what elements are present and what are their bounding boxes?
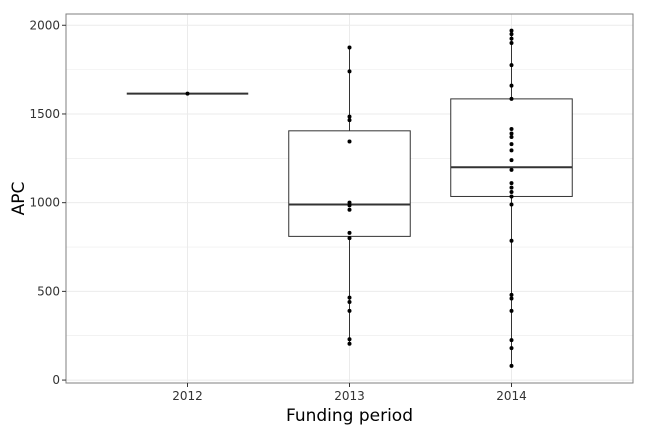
data-point xyxy=(347,295,352,300)
y-axis-title: APC xyxy=(9,182,29,216)
data-point xyxy=(509,142,514,147)
x-tick-label: 2013 xyxy=(334,389,365,403)
data-point xyxy=(347,308,352,313)
data-point xyxy=(509,190,514,195)
data-point xyxy=(347,118,352,123)
y-tick-label: 1000 xyxy=(29,196,60,210)
data-point xyxy=(347,230,352,235)
data-point xyxy=(509,36,514,41)
data-point xyxy=(347,114,352,119)
data-point xyxy=(509,32,514,37)
data-point xyxy=(509,194,514,199)
data-point xyxy=(509,41,514,46)
data-point xyxy=(509,63,514,68)
data-point xyxy=(509,292,514,297)
y-axis: 0 500 1000 1500 2000 xyxy=(29,18,66,387)
box-2014 xyxy=(450,98,573,197)
data-point xyxy=(509,238,514,243)
data-point xyxy=(509,346,514,351)
x-tick-label: 2014 xyxy=(496,389,527,403)
data-point xyxy=(509,131,514,136)
y-tick-label: 1500 xyxy=(29,107,60,121)
data-point xyxy=(347,45,352,50)
x-axis: 2012 2013 2014 xyxy=(172,383,527,403)
data-point xyxy=(347,69,352,74)
data-point xyxy=(509,185,514,190)
data-point xyxy=(347,337,352,342)
data-point xyxy=(347,300,352,305)
data-point xyxy=(509,181,514,186)
data-point xyxy=(509,135,514,140)
point-layer xyxy=(185,28,514,368)
box-2013 xyxy=(288,130,411,237)
data-point xyxy=(509,167,514,172)
y-tick-label: 2000 xyxy=(29,18,60,32)
y-tick-label: 500 xyxy=(37,284,60,298)
data-point xyxy=(347,203,352,208)
data-point xyxy=(509,127,514,132)
data-point xyxy=(347,139,352,144)
data-point xyxy=(509,308,514,313)
y-tick-label: 0 xyxy=(52,373,60,387)
data-point xyxy=(347,236,352,241)
data-point xyxy=(509,158,514,163)
data-point xyxy=(509,28,514,33)
data-point xyxy=(347,207,352,212)
data-point xyxy=(509,202,514,207)
data-point xyxy=(347,341,352,346)
data-point xyxy=(509,363,514,368)
data-point xyxy=(509,296,514,301)
data-point xyxy=(509,96,514,101)
x-axis-title: Funding period xyxy=(286,406,413,426)
data-point xyxy=(185,91,190,96)
data-point xyxy=(509,148,514,153)
data-point xyxy=(509,338,514,343)
x-tick-label: 2012 xyxy=(172,389,203,403)
data-point xyxy=(509,83,514,88)
